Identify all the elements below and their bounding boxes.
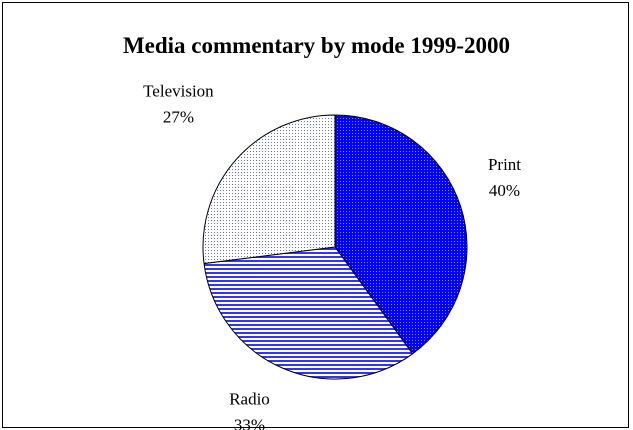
slice-percent-television: 27% bbox=[163, 108, 194, 127]
pie-slice-television bbox=[202, 114, 336, 265]
chart-title: Media commentary by mode 1999-2000 bbox=[122, 33, 511, 58]
slice-label-television: Television bbox=[143, 82, 214, 101]
slice-label-print: Print bbox=[488, 155, 521, 174]
pie-slice-print bbox=[334, 114, 468, 355]
slice-percent-radio: 33% bbox=[234, 415, 265, 430]
slice-percent-print: 40% bbox=[489, 181, 520, 200]
slice-label-radio: Radio bbox=[229, 389, 270, 408]
pie-slice-radio bbox=[203, 246, 414, 380]
